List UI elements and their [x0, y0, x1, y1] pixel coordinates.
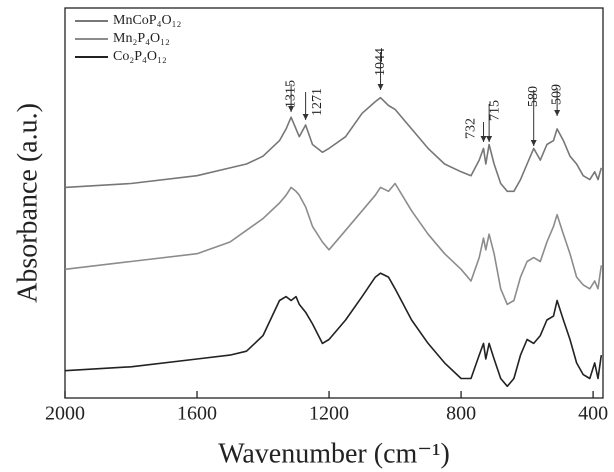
x-axis-label: Wavenumber (cm⁻¹) [218, 438, 450, 469]
x-tick-label: 1600 [177, 403, 217, 425]
x-tick-label: 2000 [45, 403, 85, 425]
peak-arrowhead [303, 114, 309, 120]
peak-arrowhead [378, 84, 384, 90]
peak-arrowhead [554, 110, 560, 116]
x-tick-label: 1200 [309, 403, 349, 425]
peak-label: 732 [464, 118, 479, 139]
x-tick-label: 400 [578, 403, 608, 425]
page: Wavenumber (cm⁻¹) Absorbance (a.u.) 2000… [0, 0, 614, 472]
legend-label: Co₂P₄O₁₂ [113, 49, 167, 64]
peak-arrowhead [481, 136, 487, 142]
peak-arrowhead [531, 140, 537, 146]
peak-label: 1271 [310, 88, 325, 116]
y-axis-label: Absorbance (a.u.) [12, 103, 43, 303]
spectrum-line [65, 98, 601, 192]
spectrum-line [65, 184, 601, 305]
spectrum-line [65, 273, 601, 386]
chart: Wavenumber (cm⁻¹) Absorbance (a.u.) 2000… [0, 0, 614, 472]
peak-arrowhead [486, 136, 492, 142]
legend-label: Mn₂P₄O₁₂ [113, 31, 170, 46]
x-tick-label: 800 [446, 403, 476, 425]
plot-frame [65, 8, 603, 398]
legend-label: MnCoP₄O₁₂ [113, 13, 181, 28]
peak-arrowhead [288, 106, 294, 112]
